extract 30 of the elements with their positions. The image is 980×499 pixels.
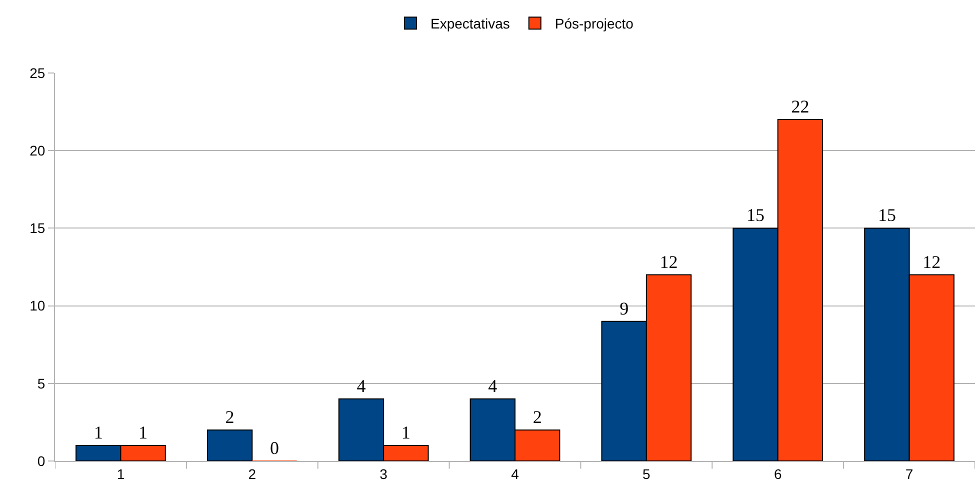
data-label: 22 xyxy=(791,96,810,117)
bar xyxy=(206,429,253,461)
x-tick-label: 3 xyxy=(380,466,388,482)
data-label: 2 xyxy=(532,406,542,427)
y-tick-label: 0 xyxy=(37,452,46,469)
data-label: 1 xyxy=(94,422,103,442)
data-label: 12 xyxy=(660,252,678,272)
x-tick-label: 2 xyxy=(248,466,256,482)
data-label: 1 xyxy=(401,422,410,442)
x-tick-label: 6 xyxy=(774,466,782,482)
y-tick-label: 25 xyxy=(30,64,46,81)
y-tick-label: 5 xyxy=(37,375,46,392)
data-label: 1 xyxy=(138,422,148,442)
data-label: 15 xyxy=(746,205,765,226)
x-tick-label: 5 xyxy=(642,466,651,482)
y-tick-label: 20 xyxy=(30,142,46,158)
data-label: 4 xyxy=(356,376,366,396)
legend-label: Expectativas xyxy=(430,16,510,32)
x-tick-label: 1 xyxy=(116,466,125,482)
data-label: 4 xyxy=(488,376,498,396)
data-label: 2 xyxy=(225,406,234,427)
x-tick-label: 4 xyxy=(511,466,520,482)
y-tick-label: 10 xyxy=(30,298,46,314)
data-label: 15 xyxy=(878,205,896,226)
y-tick-label: 15 xyxy=(30,220,46,236)
x-tick-label: 7 xyxy=(905,466,914,482)
data-label: 9 xyxy=(620,298,629,318)
data-label: 0 xyxy=(270,438,279,458)
data-label: 12 xyxy=(922,252,941,272)
legend-label: Pós-projecto xyxy=(554,16,634,32)
